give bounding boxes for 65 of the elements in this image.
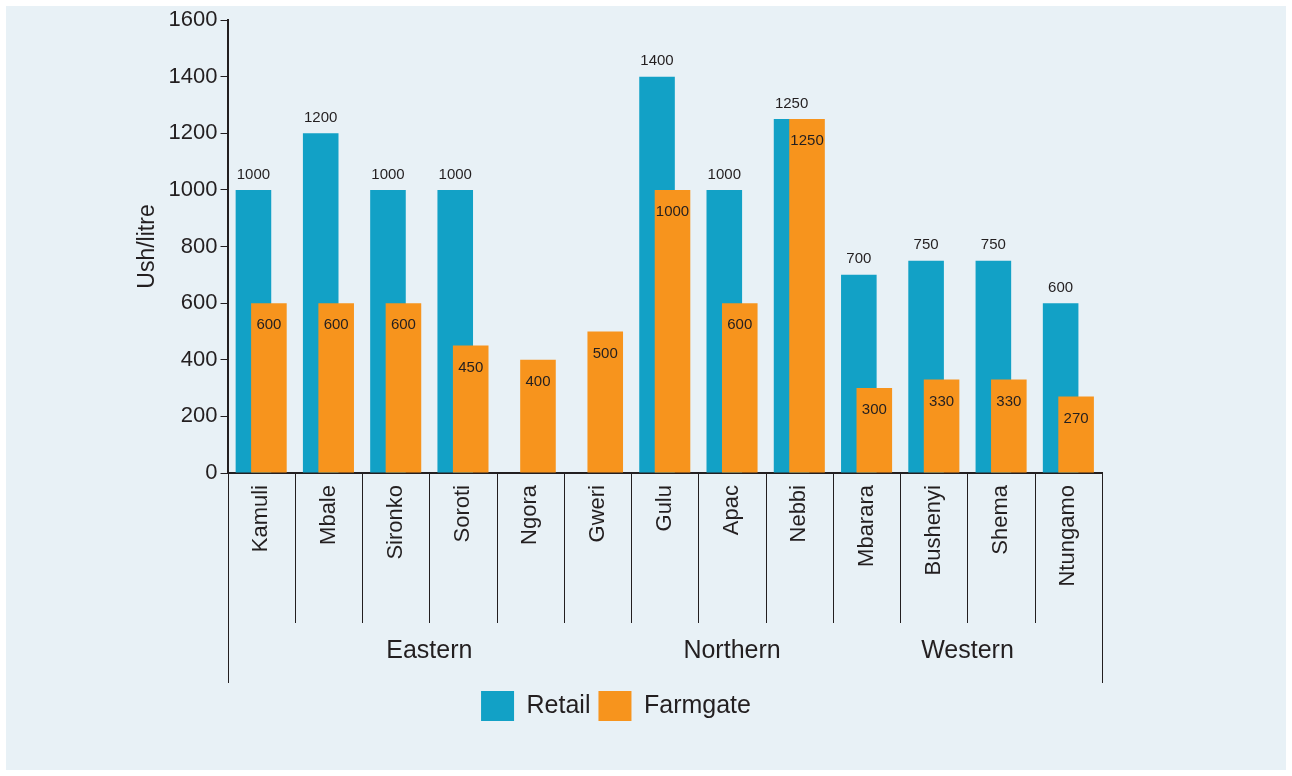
- text: Western: [921, 634, 1014, 663]
- data-label: 1000: [371, 164, 405, 182]
- x-tick-label: Mbarara: [852, 484, 878, 567]
- text: Northern: [683, 634, 781, 663]
- y-tick-label: 1200: [168, 119, 218, 145]
- y-axis-title: Ush/litre: [133, 204, 160, 289]
- data-label: 270: [1063, 408, 1089, 426]
- data-label: 700: [846, 249, 872, 267]
- x-tick-label: Kamuli: [247, 485, 273, 553]
- data-label: 1400: [640, 51, 674, 69]
- x-tick-label: Ntungamo: [1054, 485, 1080, 587]
- data-label: 600: [727, 315, 753, 333]
- data-label: 600: [1048, 277, 1074, 295]
- data-label: 330: [996, 391, 1022, 409]
- legend-label: Farmgate: [643, 689, 751, 718]
- y-tick-label: 1400: [168, 62, 218, 88]
- data-label: 1000: [707, 164, 741, 182]
- data-label: 600: [323, 315, 349, 333]
- x-tick-label: Sironko: [381, 485, 407, 560]
- data-label: 1200: [304, 107, 338, 125]
- y-tick-label: 600: [180, 289, 218, 315]
- bar: [520, 359, 556, 473]
- x-tick-label: Soroti: [449, 485, 475, 543]
- bar: [789, 119, 825, 473]
- bar: [856, 388, 893, 473]
- text: Eastern: [386, 634, 473, 663]
- bar: [318, 303, 354, 473]
- x-tick-label: Gweri: [583, 485, 609, 543]
- bar: [587, 331, 624, 473]
- data-label: 1250: [790, 131, 824, 149]
- y-tick-label: 800: [180, 232, 218, 258]
- bar: [991, 379, 1027, 473]
- y-tick-label: 200: [180, 402, 218, 428]
- bar: [923, 379, 960, 473]
- data-label: 1000: [236, 164, 271, 182]
- data-label: 330: [929, 391, 955, 409]
- x-tick-label: Shema: [987, 484, 1013, 555]
- bar: [1058, 396, 1094, 473]
- bar: [251, 303, 287, 473]
- bar: [385, 303, 422, 473]
- data-label: 1000: [438, 164, 472, 182]
- legend-label: Retail: [526, 689, 591, 718]
- x-tick-label: Apac: [718, 485, 744, 536]
- y-tick-label: 400: [180, 345, 218, 371]
- data-label: 400: [525, 371, 551, 389]
- data-label: 450: [458, 357, 484, 375]
- x-tick-label: Nebbi: [785, 485, 811, 543]
- bar: [452, 345, 489, 473]
- bar: [654, 189, 691, 473]
- data-label: 600: [390, 315, 416, 333]
- y-tick-label: 1600: [168, 6, 218, 32]
- x-tick-label: Gulu: [650, 485, 676, 532]
- data-label: 500: [592, 343, 618, 361]
- bar: [721, 303, 758, 473]
- data-label: 750: [980, 235, 1006, 253]
- data-label: 1250: [774, 93, 809, 111]
- y-tick-label: 1000: [168, 175, 218, 201]
- x-tick-label: Ngora: [516, 484, 542, 545]
- data-label: 750: [913, 235, 939, 253]
- y-tick-label: 0: [205, 459, 218, 485]
- x-tick-label: Bushenyi: [919, 485, 945, 576]
- x-tick-label: Mbale: [314, 485, 340, 545]
- data-label: 1000: [655, 202, 690, 220]
- data-label: 600: [256, 315, 282, 333]
- data-label: 300: [861, 400, 887, 418]
